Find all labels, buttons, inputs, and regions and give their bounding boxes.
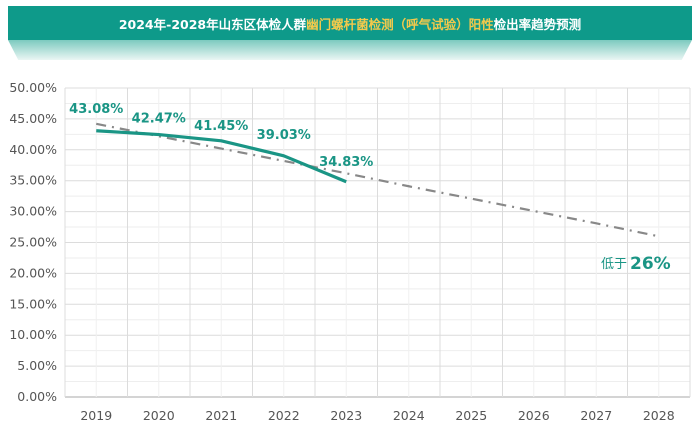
- data-label: 34.83%: [319, 155, 373, 170]
- banner-shadow: [8, 40, 692, 60]
- y-tick-label: 50.00%: [9, 80, 57, 95]
- x-tick-label: 2025: [455, 408, 487, 423]
- title-part: 检出率趋势预测: [493, 16, 582, 32]
- actual-line: [96, 129, 347, 184]
- x-tick-label: 2028: [643, 408, 675, 423]
- annotation-value: 26%: [630, 254, 671, 274]
- x-tick-label: 2023: [330, 408, 362, 423]
- x-tick-label: 2024: [393, 408, 425, 423]
- x-tick-label: 2020: [143, 408, 175, 423]
- title-part: 幽门螺杆菌检测（呼气试验）阳性: [306, 16, 494, 32]
- y-tick-label: 45.00%: [9, 111, 57, 126]
- data-label: 41.45%: [194, 119, 248, 134]
- y-tick-label: 30.00%: [9, 204, 57, 219]
- data-label: 39.03%: [257, 128, 311, 143]
- y-tick-label: 15.00%: [9, 296, 57, 311]
- y-tick-label: 25.00%: [9, 235, 57, 250]
- data-label: 42.47%: [132, 112, 186, 127]
- x-tick-label: 2021: [205, 408, 237, 423]
- y-tick-label: 5.00%: [17, 358, 57, 373]
- y-tick-label: 10.00%: [9, 327, 57, 342]
- data-label: 43.08%: [69, 102, 123, 117]
- y-tick-label: 0.00%: [17, 389, 57, 404]
- title-part: 2024年-2028年山东区体检人群: [118, 16, 307, 32]
- annotation-prefix: 低于: [601, 257, 627, 272]
- x-tick-label: 2027: [580, 408, 612, 423]
- y-tick-label: 20.00%: [9, 265, 57, 280]
- x-tick-label: 2019: [80, 408, 112, 423]
- x-tick-label: 2022: [268, 408, 300, 423]
- y-tick-label: 35.00%: [9, 173, 57, 188]
- y-tick-label: 40.00%: [9, 142, 57, 157]
- chart-title-banner: 2024年-2028年山东区体检人群 幽门螺杆菌检测（呼气试验）阳性 检出率趋势预测: [8, 6, 692, 40]
- x-tick-label: 2026: [518, 408, 550, 423]
